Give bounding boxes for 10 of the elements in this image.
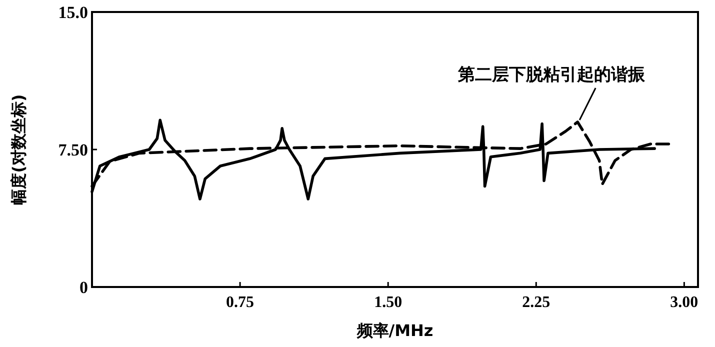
y-tick-label: 7.50 [58, 140, 88, 160]
x-tick-label: 1.50 [374, 294, 402, 311]
x-tick-label: 3.00 [670, 294, 698, 311]
y-tick-label: 0 [80, 278, 88, 297]
annotation: 第二层下脱粘引起的谐振 [457, 65, 646, 85]
y-tick-label: 15.0 [58, 3, 88, 22]
x-tick-label: 2.25 [522, 294, 550, 311]
x-tick-label: 0.75 [226, 294, 254, 311]
x-axis-title: 频率/MHz [356, 321, 434, 340]
y-axis-title: 幅度(对数坐标) [9, 94, 28, 205]
